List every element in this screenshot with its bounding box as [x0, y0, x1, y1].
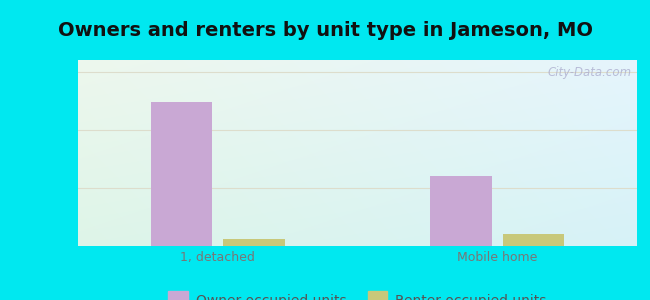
- Bar: [151, 102, 212, 246]
- Bar: [430, 176, 491, 246]
- Bar: [503, 234, 564, 246]
- Bar: [224, 239, 285, 246]
- Text: Owners and renters by unit type in Jameson, MO: Owners and renters by unit type in James…: [57, 21, 593, 40]
- Text: City-Data.com: City-Data.com: [547, 66, 631, 79]
- Legend: Owner occupied units, Renter occupied units: Owner occupied units, Renter occupied un…: [168, 294, 547, 300]
